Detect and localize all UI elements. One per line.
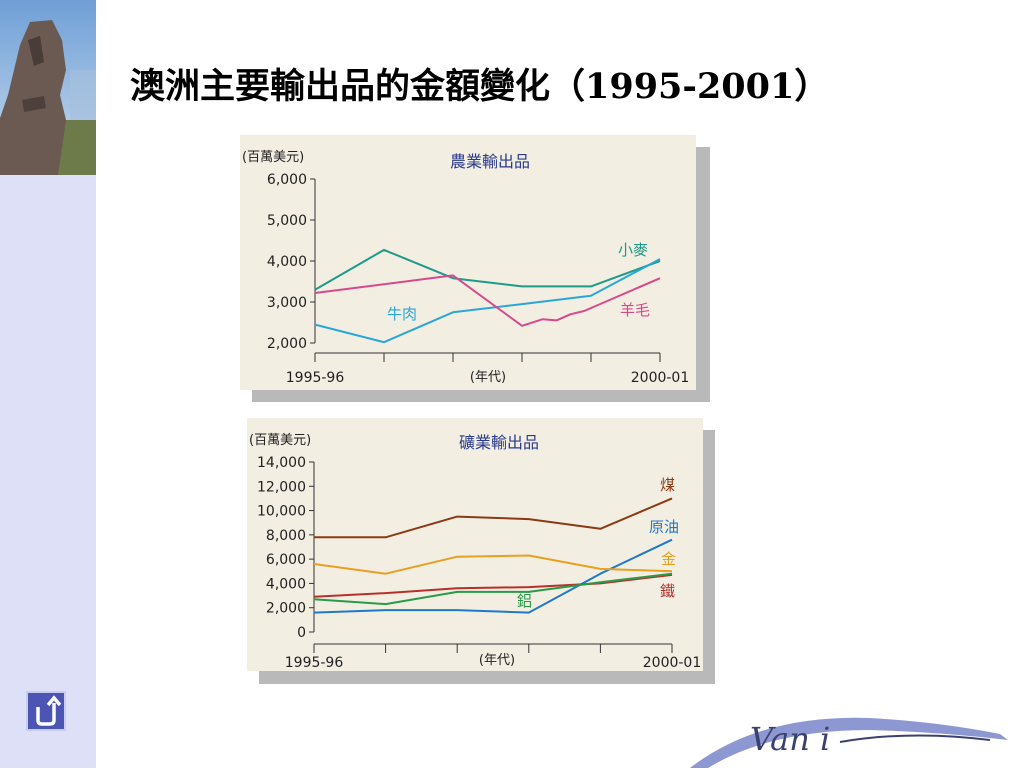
logo-text: Van i [750,720,830,758]
y-tick-label: 8,000 [266,528,306,544]
y-unit-label: (百萬美元) [249,433,311,448]
series-line [314,274,661,327]
series-label: 牛肉 [387,305,417,323]
y-tick-label: 2,000 [267,336,307,352]
sidebar [0,0,96,768]
x-tick-label: 2000-01 [631,370,690,386]
x-tick-label: 1995-96 [286,370,345,386]
y-tick-label: 14,000 [257,455,306,471]
statue-photo [0,0,96,175]
x-axis-label: (年代) [470,370,506,385]
y-tick-label: 12,000 [257,479,306,495]
series-line [313,572,673,606]
series-label: 鋁 [517,592,532,610]
back-button[interactable] [26,691,66,731]
return-arrow-icon [36,695,62,726]
x-axis-label: (年代) [479,653,515,668]
series-line [314,258,661,344]
brand-logo: Van i [690,700,1024,768]
series-line [313,573,673,598]
x-tick-label: 2000-01 [643,655,702,671]
y-tick-label: 6,000 [267,172,307,188]
series-line [313,554,673,575]
series-label: 煤 [660,476,675,494]
y-unit-label: (百萬美元) [242,150,304,165]
y-tick-label: 0 [297,625,306,641]
y-tick-label: 2,000 [266,601,306,617]
moai-statue-icon [0,0,96,175]
series-label: 小麥 [618,241,648,259]
series-label: 鐵 [660,582,675,600]
y-tick-label: 4,000 [267,254,307,270]
chart-title: 農業輸出品 [450,152,530,171]
series-line [314,248,661,291]
series-line [313,538,673,614]
y-tick-label: 5,000 [267,213,307,229]
chart-title: 礦業輸出品 [459,433,539,452]
series-label: 金 [661,550,676,568]
y-tick-label: 6,000 [266,552,306,568]
mining-chart: 礦業輸出品 (百萬美元) 0 2,000 4,000 6,000 8,000 10,000 12… [247,418,717,686]
agriculture-chart: 農業輸出品 (百萬美元) 2,000 3,000 4,000 5,000 6,000 1995… [240,135,710,405]
y-tick-label: 4,000 [266,576,306,592]
series-label: 原油 [649,518,679,536]
page-title: 澳洲主要輸出品的金額變化（1995-2001） [130,66,830,107]
y-tick-label: 10,000 [257,504,306,520]
y-tick-label: 3,000 [267,295,307,311]
series-line [314,497,673,539]
x-tick-label: 1995-96 [285,655,344,671]
series-label: 羊毛 [620,301,650,319]
